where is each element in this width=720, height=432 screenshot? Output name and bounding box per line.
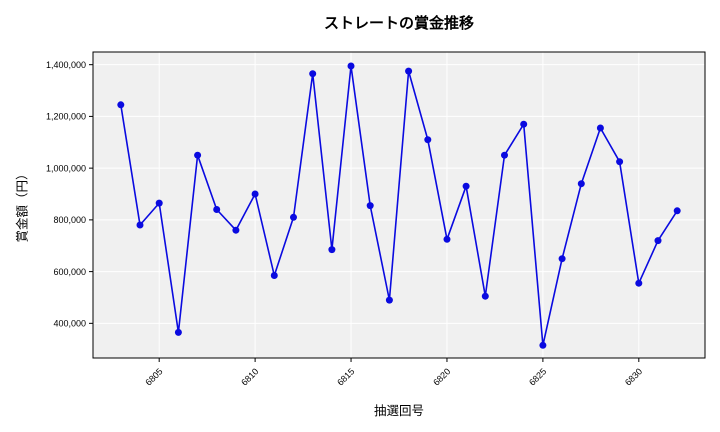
y-tick-label: 1,400,000 bbox=[46, 60, 86, 70]
y-tick-label: 800,000 bbox=[53, 215, 86, 225]
data-point bbox=[539, 341, 547, 349]
data-point bbox=[635, 279, 643, 287]
x-tick-label: 6810 bbox=[239, 366, 260, 387]
data-point bbox=[251, 190, 259, 198]
x-tick-label: 6805 bbox=[143, 366, 164, 387]
x-tick-label: 6820 bbox=[431, 366, 452, 387]
data-point bbox=[194, 151, 202, 159]
y-tick-label: 1,000,000 bbox=[46, 163, 86, 173]
data-point bbox=[347, 62, 355, 70]
plot-border bbox=[92, 51, 706, 359]
data-point bbox=[424, 136, 432, 144]
x-axis-label: 抽選回号 bbox=[373, 404, 425, 418]
x-tick-label: 6830 bbox=[623, 366, 644, 387]
y-tick-label: 1,200,000 bbox=[46, 112, 86, 122]
data-point bbox=[596, 124, 604, 132]
data-point bbox=[481, 292, 489, 300]
chart-title: ストレートの賞金推移 bbox=[323, 15, 475, 32]
data-point bbox=[443, 235, 451, 243]
data-point bbox=[213, 206, 221, 213]
data-point bbox=[270, 272, 278, 279]
x-tick-label: 6815 bbox=[335, 366, 356, 387]
data-point bbox=[117, 101, 125, 109]
data-point bbox=[232, 226, 240, 234]
data-point bbox=[501, 151, 508, 159]
y-tick-label: 400,000 bbox=[53, 319, 86, 329]
data-point bbox=[616, 158, 624, 166]
data-point bbox=[366, 202, 374, 210]
data-point bbox=[328, 246, 336, 254]
data-point bbox=[673, 207, 681, 215]
data-point bbox=[654, 237, 662, 245]
data-point bbox=[155, 199, 163, 207]
data-point bbox=[577, 180, 585, 188]
data-point bbox=[462, 182, 470, 190]
data-line bbox=[120, 65, 679, 347]
data-point bbox=[385, 296, 393, 304]
data-point bbox=[290, 213, 297, 221]
y-axis-label: 賞金額（円） bbox=[15, 167, 30, 243]
data-point bbox=[520, 120, 528, 128]
data-point bbox=[174, 328, 182, 336]
data-point bbox=[136, 221, 144, 229]
y-tick-label: 600,000 bbox=[53, 267, 86, 277]
plot-area-background bbox=[93, 52, 705, 358]
x-tick-label: 6825 bbox=[527, 366, 548, 387]
data-point bbox=[309, 70, 317, 78]
data-point bbox=[558, 255, 566, 263]
data-point bbox=[405, 67, 413, 75]
